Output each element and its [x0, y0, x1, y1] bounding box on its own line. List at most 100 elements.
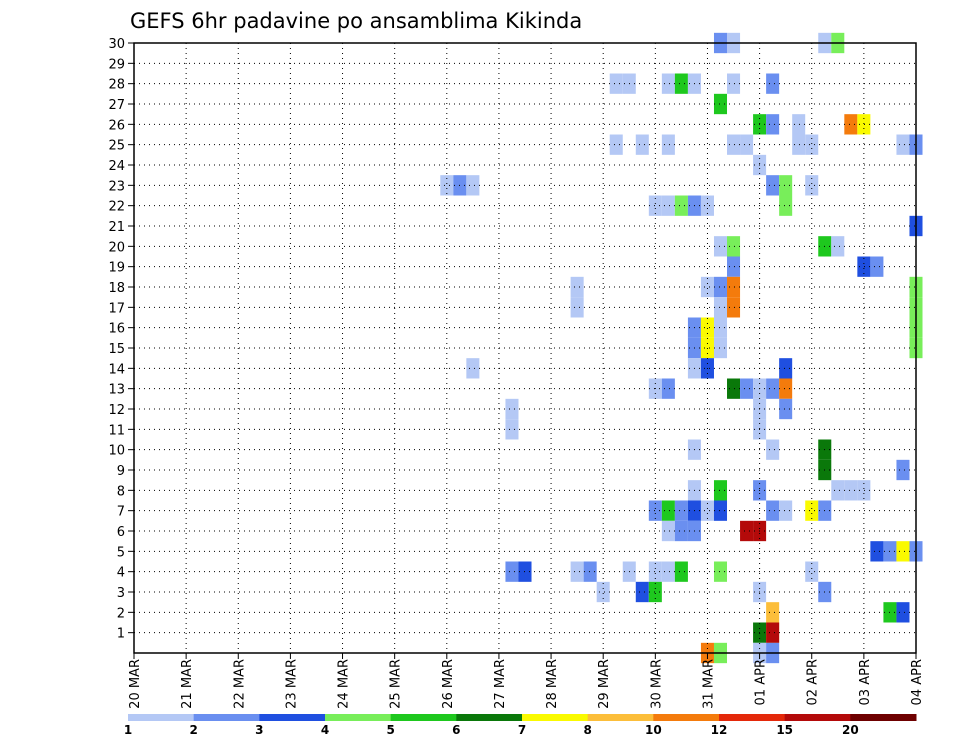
heatmap-cell: [713, 480, 728, 501]
heatmap-cell: [727, 256, 741, 277]
heatmap-cell: [779, 398, 793, 420]
heatmap-cell: [779, 500, 793, 521]
y-tick-label: 6: [117, 525, 125, 540]
x-tick-label: 21 MAR: [180, 659, 195, 709]
heatmap-cell: [570, 276, 584, 298]
heatmap-cell: [896, 459, 910, 481]
heatmap-cell: [766, 439, 780, 460]
heatmap-cell: [661, 500, 675, 521]
y-tick-label: 7: [117, 505, 125, 520]
heatmap-cell: [727, 73, 741, 94]
legend-label: 4: [321, 723, 329, 737]
y-tick-label: 23: [108, 179, 125, 194]
heatmap-cell: [727, 134, 741, 155]
legend-label: 3: [255, 723, 263, 737]
heatmap-cell: [713, 317, 728, 338]
x-tick-label: 22 MAR: [232, 659, 247, 709]
heatmap-cell: [466, 358, 480, 379]
heatmap-cell: [727, 236, 741, 257]
heatmap-cell: [792, 114, 806, 135]
x-tick-label: 29 MAR: [597, 659, 612, 709]
x-tick-label: 27 MAR: [493, 659, 508, 709]
heatmap-cell: [661, 195, 675, 216]
heatmap-cell: [831, 480, 845, 501]
heatmap-cell: [700, 317, 714, 338]
legend-label: 8: [583, 723, 591, 737]
legend-swatch: [390, 714, 457, 721]
y-tick-label: 8: [117, 484, 125, 499]
heatmap-cell: [648, 581, 662, 603]
heatmap-cell: [713, 93, 728, 115]
heatmap-cell: [792, 134, 806, 155]
heatmap-cell: [805, 500, 819, 521]
x-axis: 20 MAR 21 MAR 22 MAR 23 MAR 24 MAR 25 MAR 26 M…: [128, 653, 925, 709]
heatmap-cell: [700, 500, 714, 521]
heatmap-cell: [857, 256, 871, 277]
legend-label: 12: [711, 723, 728, 737]
legend-label: 6: [452, 723, 460, 737]
legend-swatch: [784, 714, 851, 721]
heatmap-cell: [766, 622, 780, 643]
heatmap-cell: [661, 73, 675, 94]
heatmap-cell: [870, 256, 884, 277]
heatmap-cell: [727, 378, 741, 399]
heatmap-cell: [766, 114, 780, 135]
x-tick-label: 25 MAR: [389, 659, 404, 709]
y-tick-label: 18: [108, 281, 125, 296]
x-tick-label: 02 APR: [806, 659, 821, 705]
heatmap-cell: [648, 561, 662, 582]
heatmap-cell: [779, 195, 793, 216]
legend-label: 7: [518, 723, 526, 737]
y-tick-label: 28: [108, 78, 125, 93]
heatmap-cell: [896, 134, 910, 155]
heatmap-cell: [505, 419, 519, 440]
y-tick-label: 15: [108, 342, 125, 357]
heatmap-cell: [766, 175, 780, 196]
heatmap-cell: [713, 276, 728, 298]
legend-swatch: [850, 714, 917, 721]
heatmap-cell: [648, 500, 662, 521]
heatmap-cell: [661, 134, 675, 155]
legend-label: 10: [645, 723, 662, 737]
legend-swatch: [587, 714, 654, 721]
heatmap-cell: [570, 297, 584, 318]
y-tick-label: 5: [117, 545, 125, 560]
y-tick-label: 2: [117, 606, 125, 621]
y-tick-label: 10: [108, 444, 125, 459]
heatmap-cell: [700, 276, 714, 298]
y-tick-label: 9: [117, 464, 125, 479]
legend-swatch: [653, 714, 720, 721]
y-tick-label: 14: [108, 362, 125, 377]
heatmap-cell: [713, 236, 728, 257]
legend-label: 2: [189, 723, 197, 737]
heatmap-cell: [896, 602, 910, 623]
x-tick-label: 23 MAR: [284, 659, 299, 709]
heatmap-cell: [661, 561, 675, 582]
heatmap-cell: [831, 236, 845, 257]
heatmap-cell: [661, 378, 675, 399]
x-tick-label: 28 MAR: [545, 659, 560, 709]
heatmap-cell: [635, 581, 649, 603]
y-tick-label: 25: [108, 139, 125, 154]
x-tick-label: 01 APR: [754, 659, 769, 705]
heatmap-cell: [609, 73, 623, 94]
legend-swatch: [456, 714, 523, 721]
heatmap-cell: [740, 134, 754, 155]
y-tick-label: 17: [108, 301, 125, 316]
x-tick-label: 04 APR: [910, 659, 925, 705]
legend-swatch: [522, 714, 589, 721]
x-tick-label: 20 MAR: [128, 659, 143, 709]
heatmap-cell: [766, 378, 780, 399]
heatmap-cell: [766, 602, 780, 623]
heatmap-cell: [713, 500, 728, 521]
heatmap-cell: [740, 378, 754, 399]
heatmap-cell: [674, 73, 688, 94]
heatmap-cell: [713, 337, 728, 359]
heatmap-cell: [844, 114, 858, 135]
y-tick-label: 27: [108, 98, 125, 113]
legend-label: 20: [842, 723, 859, 737]
y-tick-label: 20: [108, 240, 125, 255]
y-tick-label: 1: [117, 627, 125, 642]
heatmap-cell: [779, 358, 793, 379]
